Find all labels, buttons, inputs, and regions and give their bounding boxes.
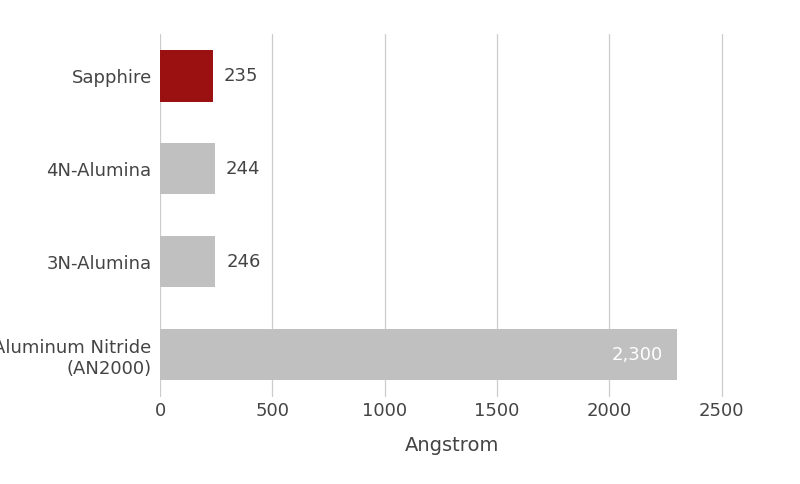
Bar bbox=[160, 143, 215, 195]
Text: 2,300: 2,300 bbox=[612, 346, 663, 364]
Bar bbox=[160, 329, 677, 380]
Bar bbox=[160, 50, 213, 102]
Bar bbox=[160, 236, 215, 287]
X-axis label: Angstrom: Angstrom bbox=[405, 437, 499, 455]
Text: 246: 246 bbox=[226, 253, 261, 271]
Text: 244: 244 bbox=[226, 160, 261, 178]
Text: 235: 235 bbox=[224, 67, 258, 85]
